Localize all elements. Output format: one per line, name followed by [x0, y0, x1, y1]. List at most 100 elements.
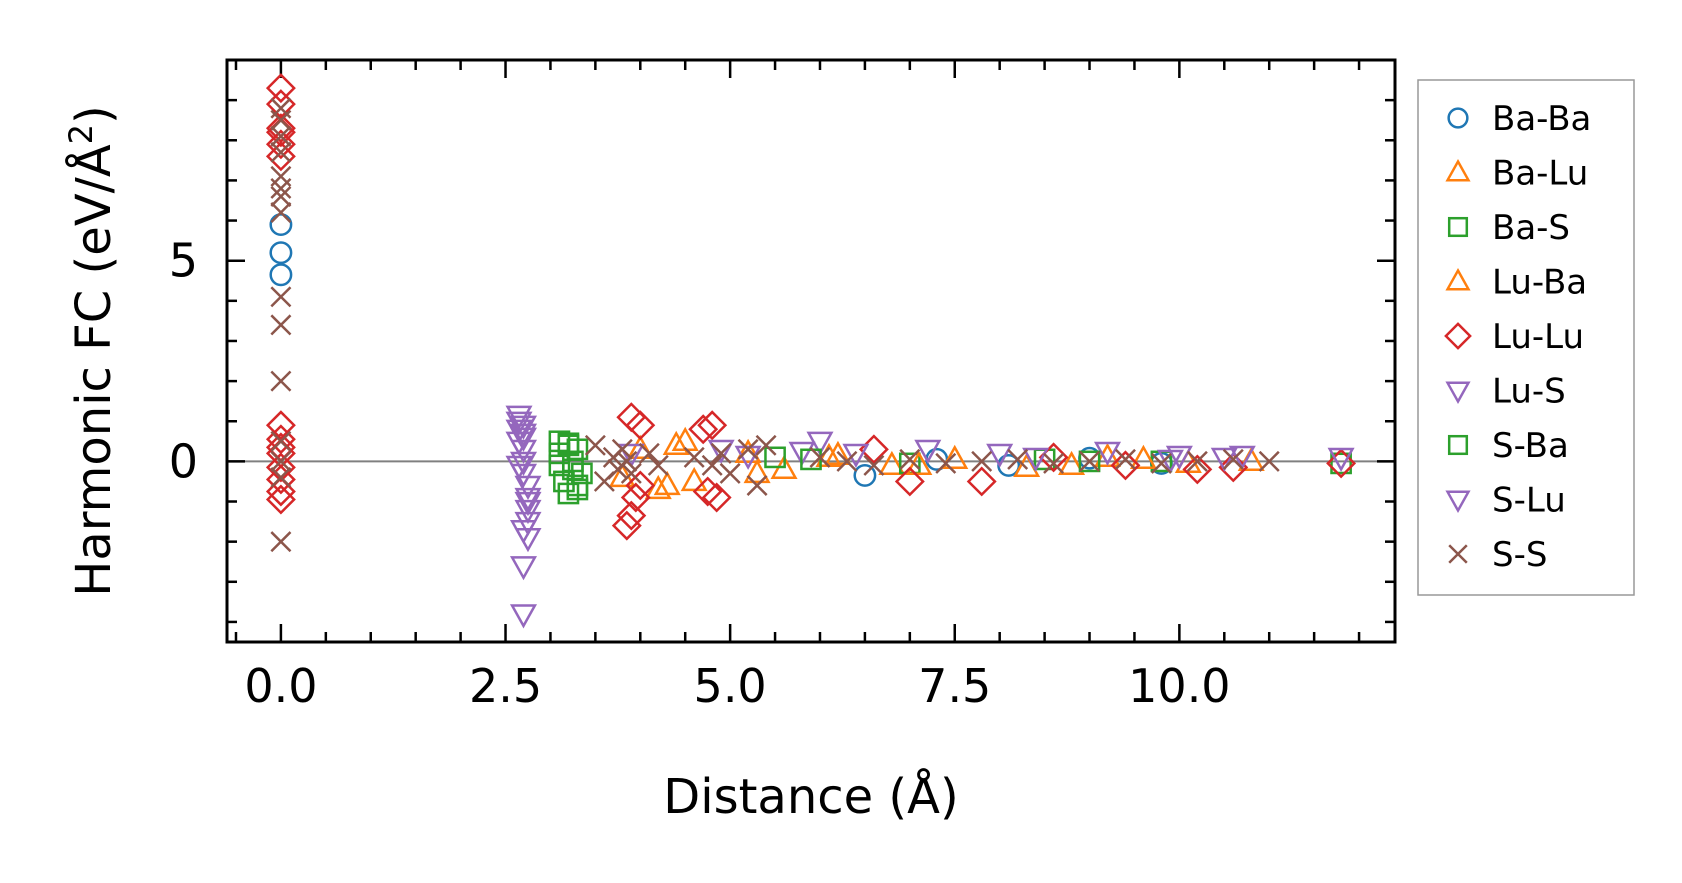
legend-label: Ba-Ba	[1492, 99, 1591, 139]
data-point	[265, 73, 296, 104]
data-point	[1222, 448, 1244, 470]
x-tick-label: 7.5	[918, 659, 991, 713]
data-point	[269, 263, 293, 287]
legend-marker	[1448, 544, 1468, 564]
legend-label: Ba-S	[1492, 208, 1570, 248]
data-point	[270, 202, 292, 224]
data-point	[1258, 450, 1280, 472]
data-point	[270, 430, 292, 452]
y-axis-label-main: Harmonic FC (eV/Å	[65, 144, 122, 597]
legend-item: S-Ba	[1447, 426, 1569, 466]
data-point	[269, 213, 293, 237]
data-point	[824, 440, 852, 466]
data-point	[1186, 450, 1208, 472]
data-point	[584, 434, 606, 456]
legend-marker	[1445, 158, 1471, 182]
legend-item: Lu-Lu	[1444, 317, 1584, 357]
data-point	[836, 450, 858, 472]
legend-item: S-S	[1448, 535, 1547, 575]
data-point	[620, 462, 642, 484]
data-point	[514, 499, 542, 525]
data-point	[734, 445, 762, 470]
data-point	[941, 444, 969, 470]
data-point	[265, 141, 296, 172]
y-axis-label-superscript: 2	[62, 124, 100, 144]
data-point	[692, 476, 723, 507]
legend-marker	[1445, 381, 1471, 405]
data-point	[562, 458, 584, 481]
legend-marker	[1445, 267, 1471, 291]
data-point	[1330, 452, 1352, 475]
data-point	[1093, 441, 1122, 466]
data-point	[971, 450, 993, 472]
data-point	[557, 432, 580, 455]
data-point	[701, 454, 723, 476]
data-point	[1043, 452, 1065, 474]
data-point	[625, 470, 656, 501]
data-point	[914, 439, 942, 464]
data-point	[270, 109, 292, 131]
data-point	[265, 484, 296, 515]
data-point	[616, 500, 647, 531]
data-point	[1129, 444, 1157, 470]
data-point	[514, 487, 542, 513]
y-tick-labels: 05	[169, 234, 198, 489]
data-point	[701, 482, 732, 513]
y-tick-label: 0	[169, 434, 198, 488]
x-tick-label: 5.0	[694, 659, 767, 713]
data-point	[680, 466, 708, 492]
data-point	[269, 241, 293, 265]
data-point	[966, 466, 997, 497]
data-point	[746, 474, 768, 496]
legend-item: Ba-Ba	[1447, 99, 1591, 139]
data-point	[265, 464, 296, 495]
series-s-s	[270, 97, 1280, 553]
legend-box	[1417, 79, 1635, 596]
data-point	[617, 443, 645, 468]
y-axis-label-close: )	[66, 105, 122, 124]
data-point	[1114, 448, 1136, 470]
legend-item: Lu-S	[1445, 372, 1566, 412]
plot-frame	[225, 58, 1397, 644]
data-point	[764, 446, 786, 469]
legend-label: Lu-Lu	[1492, 317, 1584, 357]
legend-label: Lu-S	[1492, 372, 1566, 412]
legend-marker	[1444, 322, 1472, 350]
data-point	[899, 448, 921, 470]
data-point	[935, 452, 957, 474]
data-point	[737, 438, 759, 460]
data-point	[662, 430, 690, 455]
data-point	[853, 463, 877, 487]
data-point	[710, 442, 732, 464]
data-point	[719, 462, 741, 484]
data-point	[270, 450, 292, 472]
data-point	[1326, 448, 1357, 479]
legend-marker	[1445, 490, 1471, 514]
data-point	[1327, 447, 1355, 472]
legend-item: Ba-Lu	[1445, 154, 1588, 194]
data-point	[1007, 448, 1029, 470]
data-point	[270, 125, 292, 147]
data-point	[611, 438, 633, 460]
data-point	[265, 452, 296, 483]
data-point	[514, 527, 542, 553]
legend-items: Ba-Ba Ba-Lu Ba-S Lu-Ba Lu-Lu Lu-S S-Ba S-Lu S-S	[1444, 99, 1591, 575]
y-tick-label: 5	[169, 234, 198, 288]
x-axis-label: Distance (Å)	[663, 768, 958, 825]
data-point	[509, 427, 538, 452]
data-point	[509, 604, 538, 629]
data-point	[625, 410, 656, 441]
data-point	[1150, 452, 1172, 474]
data-point	[626, 434, 654, 459]
data-point	[514, 491, 542, 517]
legend: Ba-Ba Ba-Lu Ba-S Lu-Ba Lu-Lu Lu-S S-Ba S-Lu S-S	[1417, 79, 1635, 596]
x-tick-label: 0.0	[244, 659, 317, 713]
legend-label: S-Ba	[1492, 426, 1569, 466]
data-point	[611, 510, 642, 541]
data-point	[1079, 450, 1101, 472]
data-point	[270, 531, 292, 553]
data-point	[707, 439, 735, 464]
data-point	[509, 556, 538, 581]
data-point	[638, 442, 660, 464]
data-point	[755, 434, 777, 456]
